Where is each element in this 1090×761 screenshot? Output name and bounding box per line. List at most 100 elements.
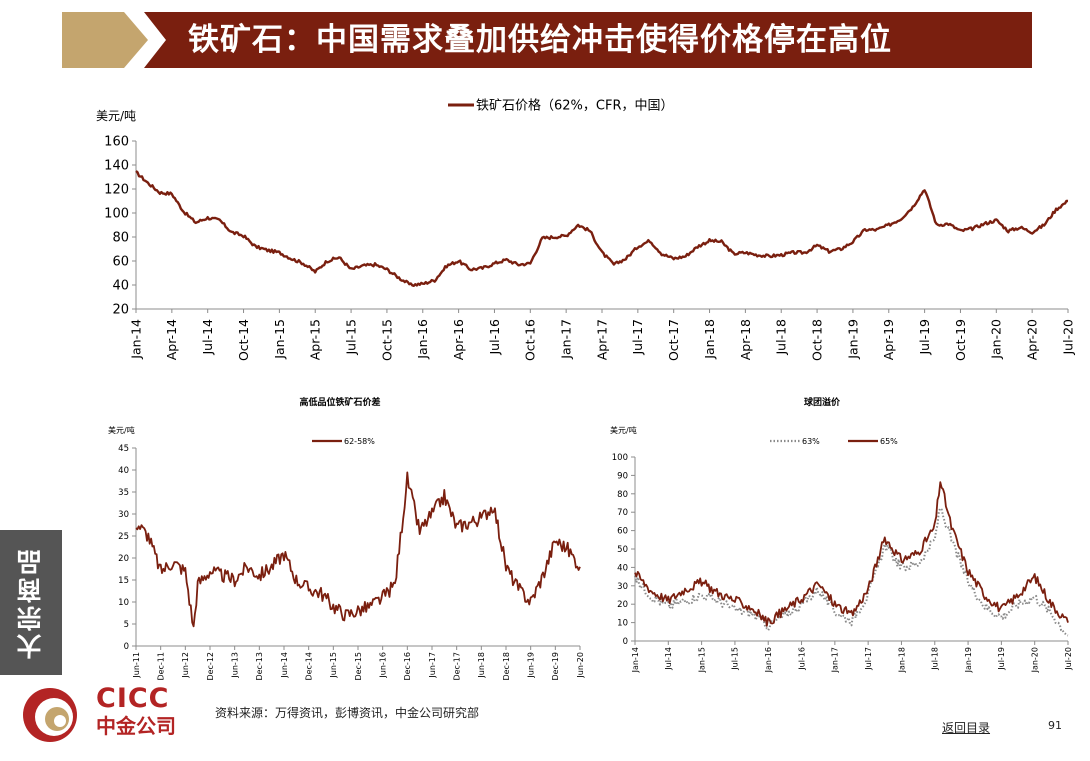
- x-tick-label: Jun-16: [378, 652, 387, 679]
- y-tick-label: 100: [104, 207, 129, 222]
- x-tick-label: Jul-16: [487, 319, 502, 356]
- x-tick-label: Dec-16: [403, 652, 412, 681]
- x-tick-label: Apr-18: [738, 319, 753, 360]
- y-axis-unit-label: 美元/吨: [108, 425, 135, 435]
- legend-label: 65%: [880, 437, 898, 446]
- x-tick-label: Jan-15: [697, 647, 706, 673]
- y-tick-label: 40: [617, 563, 628, 573]
- y-tick-label: 40: [112, 279, 129, 294]
- y-tick-label: 100: [612, 453, 628, 463]
- x-tick-label: Oct-16: [523, 319, 538, 361]
- x-tick-label: Jun-11: [132, 652, 141, 679]
- x-tick-label: Jul-18: [931, 647, 940, 671]
- chart-title: 球团溢价: [804, 396, 841, 408]
- y-tick-label: 25: [118, 532, 129, 542]
- y-tick-label: 160: [104, 135, 129, 150]
- x-tick-label: Jan-19: [964, 647, 973, 673]
- y-tick-label: 90: [617, 471, 628, 481]
- logo-text-cn: 中金公司: [96, 714, 176, 738]
- x-tick-label: Jun-17: [428, 652, 437, 679]
- series-line-1: [135, 471, 581, 628]
- chart-title: 高低品位铁矿石价差: [299, 396, 380, 408]
- page-title: 铁矿石：中国需求叠加供给冲击使得价格停在高位: [188, 22, 892, 58]
- legend-label: 62-58%: [344, 437, 375, 446]
- x-tick-label: Jul-18: [774, 319, 789, 356]
- x-tick-label: Jul-19: [997, 647, 1006, 671]
- series-line-2: [634, 481, 1069, 627]
- x-tick-label: Dec-13: [255, 652, 264, 681]
- y-tick-label: 10: [617, 619, 628, 629]
- series-line-1: [135, 170, 1069, 287]
- y-tick-label: 80: [112, 231, 129, 246]
- logo-text-en: CICC: [96, 683, 170, 714]
- y-tick-label: 10: [118, 598, 129, 608]
- legend-entry: 62-58%: [312, 437, 375, 446]
- y-tick-label: 20: [112, 303, 129, 318]
- y-tick-label: 140: [104, 159, 129, 174]
- x-tick-label: Jul-17: [630, 319, 645, 356]
- x-tick-label: Apr-17: [594, 319, 609, 360]
- x-tick-label: Jun-14: [280, 652, 289, 679]
- cicc-logo-icon: [23, 688, 77, 742]
- y-tick-label: 45: [118, 444, 129, 454]
- x-tick-label: Dec-14: [304, 652, 313, 681]
- y-tick-label: 40: [118, 466, 129, 476]
- x-tick-label: Oct-17: [666, 319, 681, 361]
- x-tick-label: Jun-19: [526, 652, 535, 679]
- legend-entry: 63%: [770, 437, 820, 446]
- x-tick-label: Jul-20: [1064, 647, 1073, 671]
- y-tick-label: 0: [623, 637, 628, 647]
- x-tick-label: Oct-19: [953, 319, 968, 361]
- y-axis-unit-label: 美元/吨: [96, 109, 136, 123]
- x-tick-label: Jun-20: [576, 652, 585, 679]
- y-tick-label: 35: [118, 488, 129, 498]
- x-tick-label: Oct-14: [236, 319, 251, 361]
- x-tick-label: Jul-15: [731, 647, 740, 671]
- y-tick-label: 60: [112, 255, 129, 270]
- x-tick-label: Oct-15: [379, 319, 394, 361]
- title-arrow-decoration: [62, 12, 148, 68]
- back-to-toc-link[interactable]: 返回目录: [942, 721, 991, 735]
- x-tick-label: Jan-20: [1030, 647, 1039, 673]
- x-tick-label: Dec-15: [354, 652, 363, 681]
- y-axis-unit-label: 美元/吨: [610, 425, 637, 435]
- y-tick-label: 50: [617, 545, 628, 555]
- y-tick-label: 70: [617, 508, 628, 518]
- x-tick-label: Jan-19: [845, 319, 860, 360]
- x-tick-label: Jan-14: [128, 319, 143, 360]
- y-tick-label: 15: [118, 576, 129, 586]
- x-tick-label: Jan-16: [764, 647, 773, 673]
- x-tick-label: Jul-14: [664, 647, 673, 671]
- title-bar-background: [144, 12, 1032, 68]
- y-tick-label: 0: [124, 642, 129, 652]
- x-tick-label: Jan-15: [272, 319, 287, 360]
- x-tick-label: Jul-20: [1060, 319, 1075, 356]
- x-tick-label: Jun-13: [230, 652, 239, 679]
- x-tick-label: Jan-17: [831, 647, 840, 673]
- x-tick-label: Jan-14: [631, 647, 640, 673]
- page-number: 91: [1048, 719, 1062, 732]
- x-tick-label: Jan-20: [989, 319, 1004, 360]
- x-tick-label: Apr-14: [164, 319, 179, 360]
- x-tick-label: Oct-18: [809, 319, 824, 361]
- legend-label: 63%: [802, 437, 820, 446]
- y-tick-label: 30: [617, 582, 628, 592]
- x-tick-label: Jul-16: [797, 647, 806, 671]
- x-tick-label: Jun-15: [329, 652, 338, 679]
- y-tick-label: 20: [118, 554, 129, 564]
- legend-label: 铁矿石价格（62%，CFR，中国）: [476, 98, 673, 114]
- legend-entry: 65%: [848, 437, 898, 446]
- legend-entry: 铁矿石价格（62%，CFR，中国）: [448, 98, 673, 114]
- y-tick-label: 30: [118, 510, 129, 520]
- x-tick-label: Jun-12: [181, 652, 190, 679]
- section-tab[interactable]: [0, 530, 62, 675]
- x-tick-label: Jul-14: [200, 319, 215, 356]
- source-note: 资料来源：万得资讯，彭博资讯，中金公司研究部: [215, 706, 480, 720]
- x-tick-label: Apr-19: [881, 319, 896, 360]
- x-tick-label: Dec-11: [156, 652, 165, 681]
- x-tick-label: Dec-19: [551, 652, 560, 681]
- x-tick-label: Apr-16: [451, 319, 466, 360]
